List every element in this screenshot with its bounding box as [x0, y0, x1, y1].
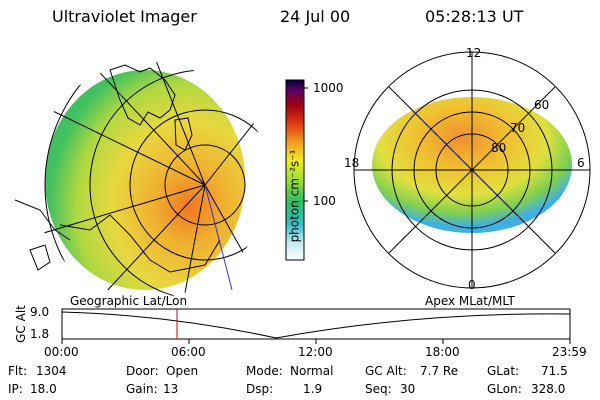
- glon-value: 328.0: [531, 382, 566, 396]
- mlt-label-12: 12: [466, 46, 482, 60]
- time-tick-0600: 06:00: [171, 345, 206, 359]
- gain-label: Gain:: [126, 382, 158, 396]
- gc-alt-label: GC Alt:: [365, 364, 407, 378]
- satellite-track: [204, 184, 233, 291]
- altitude-ytick-1-8: 1.8: [30, 327, 50, 341]
- right-panel-label: Apex MLat/MLT: [425, 294, 515, 308]
- seq-value: 30: [400, 382, 416, 396]
- coastlines: [14, 64, 221, 273]
- mlt-label-0: 0: [468, 278, 476, 292]
- ip-value: 18.0: [30, 382, 57, 396]
- time-tick-1800: 18:00: [425, 345, 460, 359]
- mlt-label-6: 6: [577, 156, 585, 170]
- colorbar[interactable]: [285, 79, 305, 261]
- glon-label: GLon:: [487, 382, 522, 396]
- altitude-ytick-9: 9.0: [30, 305, 50, 319]
- left-panel-label: Geographic Lat/Lon: [70, 294, 188, 308]
- time-label: 05:28:13 UT: [425, 7, 524, 26]
- instrument-title: Ultraviolet Imager: [52, 7, 197, 26]
- time-tick-2359: 23:59: [552, 345, 587, 359]
- geographic-map: [14, 62, 268, 298]
- ip-label: IP:: [8, 382, 23, 396]
- polar-plot: [353, 51, 591, 289]
- polar-grid: [353, 51, 591, 289]
- mlt-label-18: 18: [344, 156, 360, 170]
- door-value: Open: [166, 364, 199, 378]
- altitude-frame: [61, 308, 571, 340]
- colorbar-unit-label: photon cm⁻²s⁻¹: [287, 149, 302, 243]
- flight-value: 1304: [36, 364, 67, 378]
- gc-alt-value: 7.7 Re: [420, 364, 459, 378]
- altitude-curve: [61, 311, 571, 339]
- date-label: 24 Jul 00: [280, 7, 351, 26]
- altitude-plot: [61, 308, 571, 344]
- glat-label: GLat:: [487, 364, 520, 378]
- map-grid: [32, 62, 268, 298]
- colorbar-tick-1000: 1000: [313, 81, 344, 95]
- mlat-label-80: 80: [491, 141, 507, 155]
- flight-label: Flt:: [8, 364, 27, 378]
- time-tick-1200: 12:00: [298, 345, 333, 359]
- colorbar-tick-100: 100: [313, 194, 336, 208]
- altitude-ylabel: GC Alt: [13, 305, 28, 343]
- door-label: Door:: [126, 364, 159, 378]
- mlat-label-60: 60: [534, 98, 550, 112]
- mlat-label-70: 70: [510, 121, 526, 135]
- aurora-image-left: [45, 70, 245, 290]
- time-tick-0000: 00:00: [44, 345, 79, 359]
- seq-label: Seq:: [365, 382, 392, 396]
- dsp-value: 1.9: [303, 382, 323, 396]
- mode-label: Mode:: [246, 364, 283, 378]
- glat-value: 71.5: [541, 364, 568, 378]
- dsp-label: Dsp:: [246, 382, 274, 396]
- gain-value: 13: [163, 382, 179, 396]
- mode-value: Normal: [290, 364, 334, 378]
